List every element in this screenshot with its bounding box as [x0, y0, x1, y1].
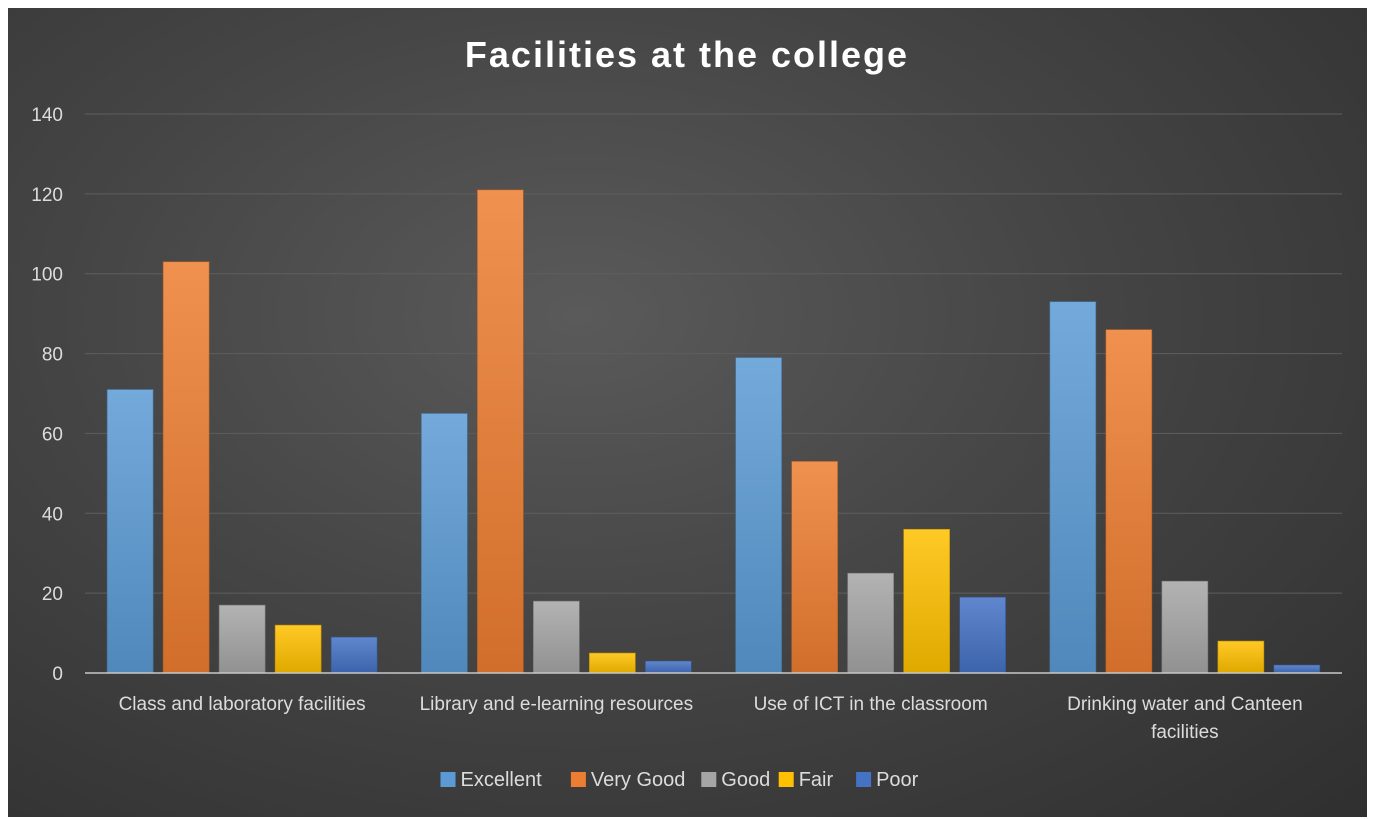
y-axis-ticks: 0 20 40 60 80 100 120 140 [31, 105, 63, 685]
chart-title: Facilities at the college [465, 34, 909, 75]
legend-label-fair: Fair [799, 769, 834, 791]
y-tick-label-40: 40 [42, 504, 63, 525]
legend-item-excellent: Excellent [440, 769, 543, 791]
y-tick-label-80: 80 [42, 345, 63, 366]
y-tick-label-60: 60 [42, 424, 63, 445]
bar-good-library-and-e-learning-resources [533, 600, 580, 674]
legend-label-poor: Poor [876, 769, 919, 791]
legend-item-poor: Poor [856, 769, 919, 791]
bar-excellent-use-of-ict-in-the-classroom [735, 357, 782, 674]
legend-swatch-poor [856, 772, 872, 787]
y-tick-label-0: 0 [52, 664, 63, 685]
bar-poor-drinking-water-and-canteen-facilities [1273, 664, 1321, 674]
bar-poor-class-and-laboratory-facilities [330, 636, 378, 674]
category-label-use-of-ict-in-the-classroom: Use of ICT in the classroom [754, 694, 988, 715]
bar-good-class-and-laboratory-facilities [218, 604, 266, 674]
bar-fair-class-and-laboratory-facilities [274, 624, 322, 674]
legend-swatch-excellent [440, 772, 456, 787]
bar-chart: Facilities at the college 0 20 40 60 80 100 12… [31, 34, 1342, 791]
category-label-class-and-laboratory-facilities: Class and laboratory facilities [119, 694, 366, 715]
legend-swatch-fair [778, 772, 794, 787]
bar-very-good-class-and-laboratory-facilities [162, 261, 210, 674]
bar-very-good-drinking-water-and-canteen-facilities [1105, 329, 1153, 674]
legend-label-very-good: Very Good [591, 769, 686, 791]
legend-label-excellent: Excellent [461, 769, 543, 791]
bar-excellent-library-and-e-learning-resources [421, 413, 468, 674]
legend-item-good: Good [701, 769, 770, 791]
y-tick-label-20: 20 [42, 584, 63, 605]
legend-swatch-very-good [570, 772, 586, 787]
bar-fair-use-of-ict-in-the-classroom [903, 528, 950, 674]
category-label-drinking-water-and-canteen-facilities: Drinking water and Canteen facilities [1067, 694, 1303, 743]
category-label-library-and-e-learning-resources: Library and e-learning resources [420, 694, 694, 715]
chart-area: Facilities at the college 0 20 40 60 80 100 12… [8, 8, 1367, 817]
bar-poor-library-and-e-learning-resources [645, 660, 692, 674]
legend: Excellent Very Good Good Fair Poor [440, 769, 919, 791]
y-tick-label-140: 140 [31, 105, 63, 126]
legend-item-fair: Fair [778, 769, 834, 791]
bar-excellent-drinking-water-and-canteen-facilities [1049, 301, 1097, 674]
bar-very-good-library-and-e-learning-resources [477, 189, 524, 674]
legend-swatch-good [701, 772, 717, 787]
category-labels: Class and laboratory facilities Library a… [119, 694, 1303, 743]
bar-fair-drinking-water-and-canteen-facilities [1217, 640, 1265, 674]
y-tick-label-120: 120 [31, 185, 63, 206]
bar-good-drinking-water-and-canteen-facilities [1161, 580, 1209, 674]
bar-excellent-class-and-laboratory-facilities [106, 389, 154, 674]
legend-label-good: Good [721, 769, 770, 791]
bars [106, 189, 1321, 674]
legend-item-very-good: Very Good [570, 769, 686, 791]
bar-fair-library-and-e-learning-resources [589, 652, 636, 674]
y-tick-label-100: 100 [31, 265, 63, 286]
bar-good-use-of-ict-in-the-classroom [847, 572, 894, 674]
bar-poor-use-of-ict-in-the-classroom [959, 596, 1006, 674]
bar-very-good-use-of-ict-in-the-classroom [791, 461, 838, 674]
gridlines [85, 113, 1342, 594]
